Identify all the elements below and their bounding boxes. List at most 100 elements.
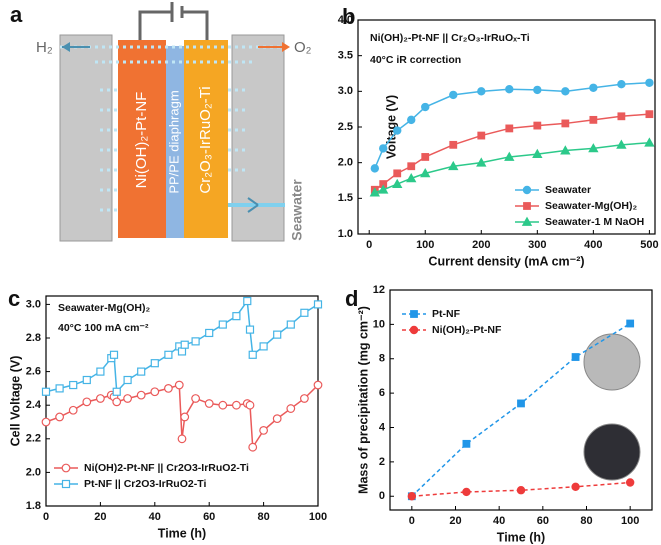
marker: [123, 394, 132, 403]
marker: [616, 139, 627, 149]
marker: [55, 384, 64, 393]
legend-label: Seawater-1 M NaOH: [545, 216, 644, 228]
marker: [505, 84, 514, 94]
marker: [517, 399, 525, 408]
y-tick-label: 2.5: [338, 121, 353, 133]
marker: [112, 387, 121, 396]
marker: [68, 405, 78, 415]
x-tick-label: 20: [94, 511, 106, 523]
marker: [462, 487, 471, 497]
x-tick-label: 100: [621, 515, 639, 527]
panel-label: c: [8, 286, 20, 311]
legend-marker: [61, 479, 71, 489]
marker: [625, 478, 635, 487]
marker: [407, 162, 416, 171]
h2-label: H₂: [36, 39, 53, 56]
x-tick-label: 60: [203, 511, 215, 523]
marker: [273, 330, 282, 339]
x-axis-label: Time (h): [158, 526, 206, 540]
marker: [164, 350, 173, 359]
marker: [150, 387, 160, 397]
legend-marker: [521, 216, 533, 226]
legend-label: Pt-NF: [432, 308, 461, 320]
marker: [462, 439, 471, 448]
end-plate: [231, 34, 285, 242]
marker: [370, 164, 380, 173]
marker: [300, 394, 309, 403]
x-axis-label: Current density (mA cm⁻²): [428, 254, 584, 268]
marker: [218, 400, 228, 410]
cathode-label: Ni(OH)₂-Pt-NF: [133, 92, 150, 189]
marker: [174, 380, 184, 390]
x-tick-label: 80: [580, 515, 592, 527]
marker: [205, 328, 214, 338]
x-tick-label: 200: [472, 239, 490, 251]
panel-label: d: [345, 286, 358, 311]
anode: [184, 40, 228, 238]
y-tick-label: 3.0: [338, 85, 353, 97]
x-tick-label: 40: [493, 515, 505, 527]
marker: [191, 394, 201, 403]
marker: [96, 367, 105, 376]
marker: [421, 102, 430, 112]
marker: [123, 375, 132, 385]
marker: [69, 380, 78, 390]
y-tick-label: 1.8: [26, 500, 41, 512]
legend-label: Ni(OH)₂-Pt-NF: [432, 324, 502, 336]
x-axis-label: Time (h): [497, 530, 545, 544]
diaphragm: [166, 46, 184, 238]
y-tick-label: 6: [379, 387, 385, 399]
x-tick-label: 500: [640, 239, 658, 251]
y-tick-label: 2.6: [26, 366, 41, 378]
marker: [259, 342, 268, 351]
legend-marker: [410, 310, 418, 318]
marker: [644, 137, 655, 147]
marker: [82, 397, 92, 407]
marker: [571, 353, 580, 361]
x-tick-label: 80: [257, 511, 269, 523]
marker: [300, 308, 309, 317]
marker: [180, 340, 189, 349]
y-axis-label: Cell Voltage (V): [8, 356, 22, 447]
x-tick-label: 0: [366, 239, 372, 251]
marker: [231, 400, 241, 410]
marker: [232, 312, 241, 321]
y-axis-label: Mass of precipitation (mg cm⁻²): [356, 306, 370, 494]
legend-marker: [409, 325, 419, 335]
marker: [449, 90, 458, 100]
legend-label: Seawater: [545, 184, 591, 196]
marker: [313, 300, 323, 309]
series-line: [374, 141, 650, 194]
marker: [204, 399, 214, 408]
marker: [393, 169, 402, 178]
marker: [532, 148, 543, 159]
marker: [177, 434, 187, 444]
marker: [248, 442, 258, 452]
marker: [449, 140, 458, 149]
x-tick-label: 40: [149, 511, 161, 523]
y-tick-label: 1.0: [338, 228, 353, 240]
marker: [95, 394, 105, 403]
annotation: Seawater-Mg(OH)₂: [58, 302, 151, 314]
y-tick-label: 3.5: [338, 50, 353, 62]
marker: [379, 144, 388, 153]
marker: [476, 157, 487, 167]
annotation: Ni(OH)₂-Pt-NF || Cr₂O₃-IrRuOₓ-Ti: [370, 32, 530, 44]
y-tick-label: 2.0: [338, 157, 353, 169]
annotation: 40°C iR correction: [370, 54, 461, 66]
marker: [286, 404, 296, 413]
x-tick-label: 0: [409, 515, 415, 527]
marker: [645, 78, 654, 87]
marker: [392, 178, 403, 188]
legend-marker: [522, 185, 532, 195]
anode-label: Cr₂O₃-IrRuO₂-Ti: [197, 86, 214, 193]
arrow-head: [62, 42, 70, 52]
x-tick-label: 0: [43, 511, 49, 523]
y-tick-label: 3.0: [26, 298, 41, 310]
marker: [516, 486, 526, 495]
y-tick-label: 2.2: [26, 433, 41, 445]
marker: [191, 337, 200, 346]
marker: [533, 121, 542, 130]
marker: [259, 426, 269, 435]
